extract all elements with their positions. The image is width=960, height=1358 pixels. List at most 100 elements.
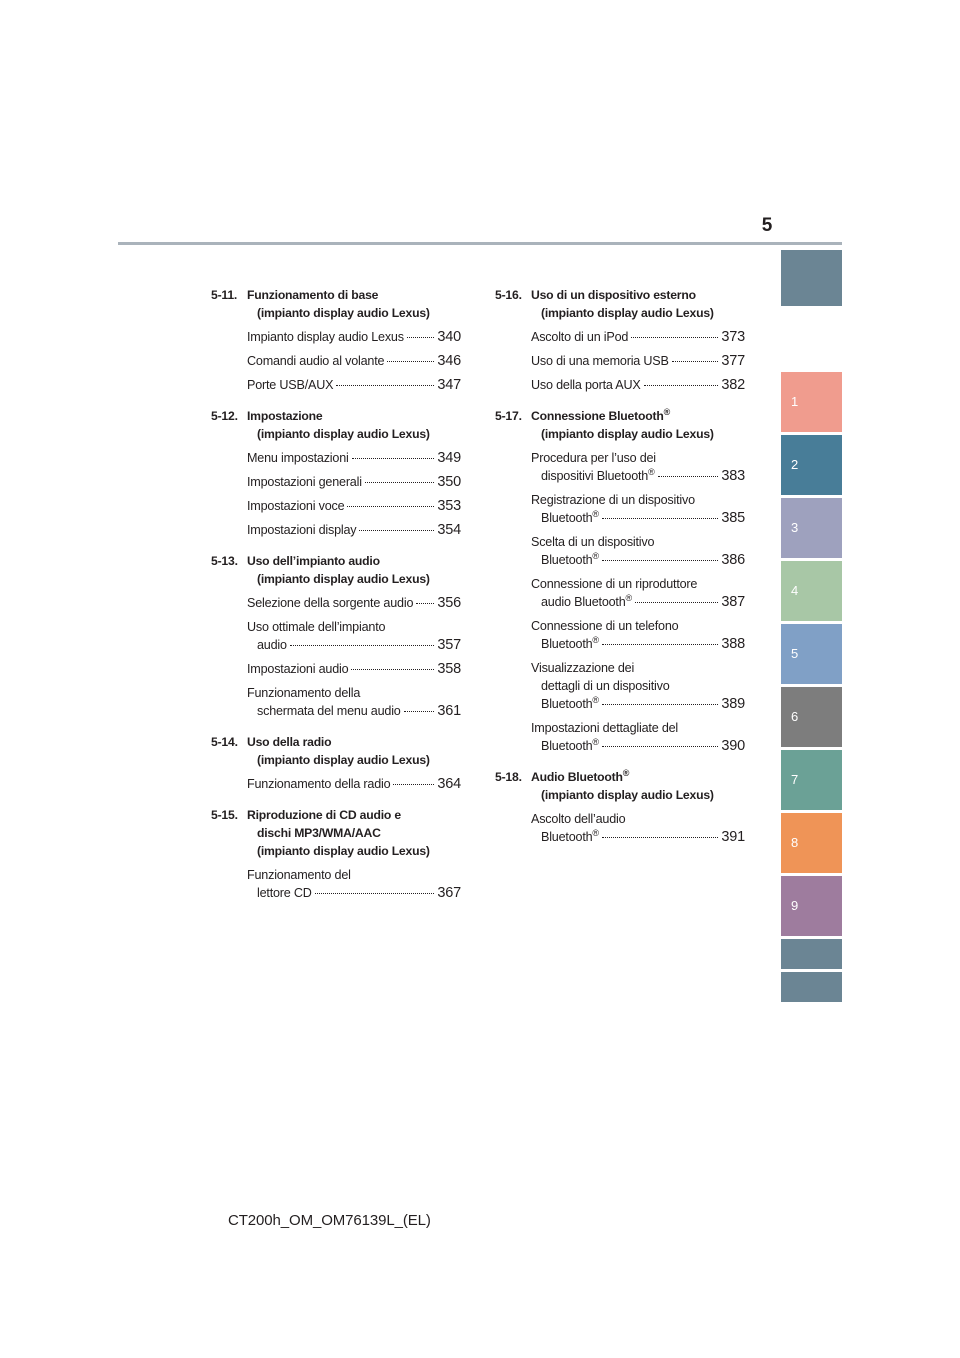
entry-text: Impostazioni voce — [247, 499, 345, 513]
toc-entry[interactable]: Impostazioni generali 350 — [247, 473, 461, 491]
section-heading[interactable]: 5-14. Uso della radio — [211, 733, 461, 751]
entry-page-number: 354 — [437, 522, 461, 538]
chapter-tab-blank[interactable] — [781, 972, 842, 1002]
section-subtitle: (impianto display audio Lexus) — [541, 306, 714, 320]
section-heading[interactable]: 5-11. Funzionamento di base — [211, 286, 461, 304]
section-heading[interactable]: 5-13. Uso dell’impianto audio — [211, 552, 461, 570]
entry-text: Bluetooth® — [541, 736, 599, 753]
entry-page-number: 357 — [437, 637, 461, 653]
section-heading[interactable]: 5-17. Connessione Bluetooth® — [495, 407, 745, 425]
dot-leader — [359, 529, 435, 531]
section-subtitle: (impianto display audio Lexus) — [257, 753, 430, 767]
entry-text: Bluetooth® — [541, 634, 599, 651]
chapter-tab-9[interactable]: 9 — [781, 876, 842, 936]
chapter-tab-label: 2 — [791, 457, 799, 472]
toc-entry[interactable]: Uso della porta AUX 382 — [531, 376, 745, 394]
section-heading[interactable]: 5-12. Impostazione — [211, 407, 461, 425]
registered-mark: ® — [625, 592, 633, 603]
chapter-tab-7[interactable]: 7 — [781, 750, 842, 810]
section-title: Riproduzione di CD audio e — [247, 808, 401, 822]
section-title: Connessione Bluetooth® — [531, 406, 671, 423]
entry-page-number: 347 — [437, 377, 461, 393]
toc-section: 5-18. Audio Bluetooth® (impianto display a… — [495, 768, 745, 846]
toc-entry[interactable]: Impostazioni voce 353 — [247, 497, 461, 515]
section-title: Audio Bluetooth® — [531, 767, 630, 784]
toc-left-column: 5-11. Funzionamento di base (impianto disp… — [211, 286, 461, 915]
entry-text: schermata del menu audio — [257, 704, 401, 718]
section-subtitle: dischi MP3/WMA/AAC — [257, 826, 381, 840]
toc-entry[interactable]: Procedura per l’uso dei dispositivi Bluet… — [531, 449, 745, 485]
entry-text-line: Ascolto dell’audio — [531, 812, 626, 826]
chapter-tab-4[interactable]: 4 — [781, 561, 842, 621]
registered-mark: ® — [592, 550, 599, 561]
toc-entry[interactable]: Connessione di un telefono Bluetooth® 388 — [531, 617, 745, 653]
toc-entry[interactable]: Connessione di un riproduttore audio Blue… — [531, 575, 745, 611]
toc-right-column: 5-16. Uso di un dispositivo esterno (impia… — [495, 286, 745, 859]
chapter-tab-blank[interactable] — [781, 939, 842, 969]
toc-entry[interactable]: Impostazioni display 354 — [247, 521, 461, 539]
section-heading[interactable]: 5-18. Audio Bluetooth® — [495, 768, 745, 786]
section-subtitle: (impianto display audio Lexus) — [541, 427, 714, 441]
toc-entry[interactable]: Ascolto di un iPod 373 — [531, 328, 745, 346]
toc-entry[interactable]: Porte USB/AUX 347 — [247, 376, 461, 394]
dot-leader — [364, 481, 435, 483]
section-title: Funzionamento di base — [247, 288, 379, 302]
toc-entry[interactable]: Impostazioni dettagliate del Bluetooth® 39… — [531, 719, 745, 755]
entry-text-line: Registrazione di un dispositivo — [531, 493, 695, 507]
section-heading[interactable]: 5-15. Riproduzione di CD audio e — [211, 806, 461, 824]
dot-leader — [601, 643, 719, 645]
entry-text-line: dettagli di un dispositivo — [541, 679, 670, 693]
chapter-tab-3[interactable]: 3 — [781, 498, 842, 558]
chapter-tab-5[interactable]: 5 — [781, 624, 842, 684]
section-subtitle: (impianto display audio Lexus) — [257, 572, 430, 586]
toc-entry[interactable]: Funzionamento della radio 364 — [247, 775, 461, 793]
toc-entry[interactable]: Funzionamento del lettore CD 367 — [247, 866, 461, 902]
toc-entry[interactable]: Selezione della sorgente audio 356 — [247, 594, 461, 612]
section-heading[interactable]: 5-16. Uso di un dispositivo esterno — [495, 286, 745, 304]
toc-entry[interactable]: Registrazione di un dispositivo Bluetooth… — [531, 491, 745, 527]
dot-leader — [634, 601, 719, 603]
dot-leader — [601, 517, 719, 519]
entry-page-number: 361 — [437, 703, 461, 719]
entry-text: Porte USB/AUX — [247, 378, 334, 392]
toc-entry[interactable]: Funzionamento della schermata del menu au… — [247, 684, 461, 720]
entry-page-number: 349 — [437, 450, 461, 466]
entry-page-number: 387 — [721, 594, 745, 610]
entry-page-number: 382 — [721, 377, 745, 393]
toc-entry[interactable]: Uso di una memoria USB 377 — [531, 352, 745, 370]
toc-section: 5-14. Uso della radio (impianto display au… — [211, 733, 461, 793]
dot-leader — [347, 505, 435, 507]
chapter-tab-1[interactable]: 1 — [781, 372, 842, 432]
registered-mark: ® — [663, 406, 671, 417]
entry-text: Bluetooth® — [541, 550, 599, 567]
chapter-tab-6[interactable]: 6 — [781, 687, 842, 747]
section-title: Uso di un dispositivo esterno — [531, 288, 696, 302]
entry-text-line: Impostazioni dettagliate del — [531, 721, 679, 735]
section-number: 5-12. — [211, 409, 238, 423]
entry-page-number: 385 — [721, 510, 745, 526]
toc-entry[interactable]: Menu impostazioni 349 — [247, 449, 461, 467]
dot-leader — [643, 384, 719, 386]
toc-entry[interactable]: Ascolto dell’audio Bluetooth® 391 — [531, 810, 745, 846]
toc-entry[interactable]: Impianto display audio Lexus 340 — [247, 328, 461, 346]
section-title: Impostazione — [247, 409, 323, 423]
section-title: Uso dell’impianto audio — [247, 554, 380, 568]
toc-entry[interactable]: Impostazioni audio 358 — [247, 660, 461, 678]
dot-leader — [631, 336, 719, 338]
entry-text: audio — [257, 638, 287, 652]
toc-entry[interactable]: Scelta di un dispositivo Bluetooth® 386 — [531, 533, 745, 569]
toc-entry[interactable]: Visualizzazione dei dettagli di un dispos… — [531, 659, 745, 713]
section-number: 5-13. — [211, 554, 238, 568]
entry-page-number: 356 — [437, 595, 461, 611]
chapter-tab-8[interactable]: 8 — [781, 813, 842, 873]
chapter-tab-label: 1 — [791, 394, 799, 409]
dot-leader — [393, 783, 435, 785]
toc-entry[interactable]: Uso ottimale dell’impianto audio 357 — [247, 618, 461, 654]
chapter-tab-label: 3 — [791, 520, 799, 535]
toc-section: 5-11. Funzionamento di base (impianto disp… — [211, 286, 461, 394]
section-number: 5-14. — [211, 735, 238, 749]
entry-text: Funzionamento della radio — [247, 777, 391, 791]
toc-entry[interactable]: Comandi audio al volante 346 — [247, 352, 461, 370]
chapter-tab-blank[interactable] — [781, 250, 842, 306]
chapter-tab-2[interactable]: 2 — [781, 435, 842, 495]
